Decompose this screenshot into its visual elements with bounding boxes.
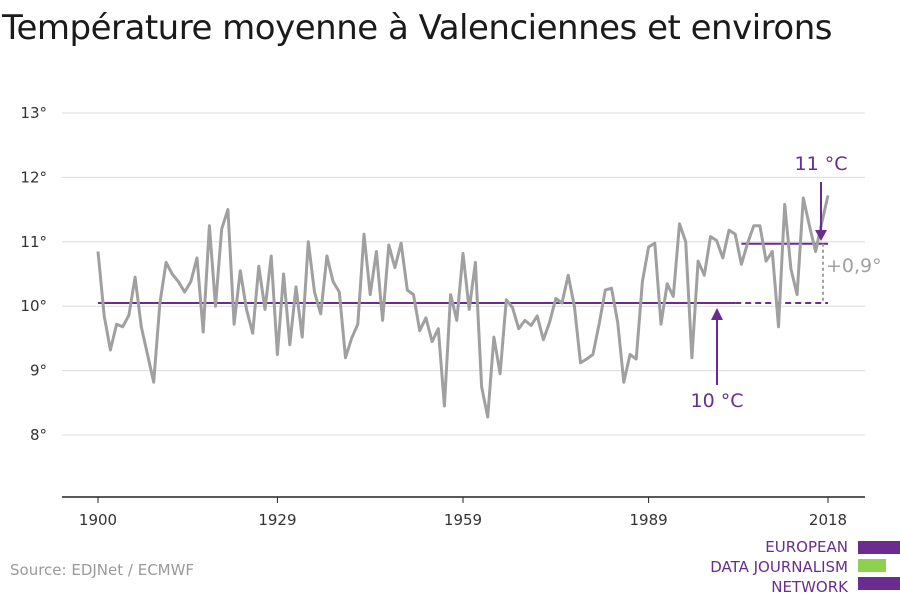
edjnet-logo: EUROPEAN DATA JOURNALISM NETWORK xyxy=(700,537,900,597)
x-tick-label: 1989 xyxy=(629,511,667,529)
x-tick-label: 1929 xyxy=(258,511,296,529)
y-tick-label: 13° xyxy=(20,104,47,122)
y-tick-label: 12° xyxy=(20,168,47,186)
logo-line-3: NETWORK xyxy=(771,578,848,596)
series-line xyxy=(96,195,830,419)
annotation-baseline-arrowhead xyxy=(711,308,723,320)
source-note: Source: EDJNet / ECMWF xyxy=(10,561,195,579)
annotation-recent: 11 °C xyxy=(795,153,848,175)
logo-line-1: EUROPEAN xyxy=(765,538,848,556)
logo-bar-green xyxy=(858,559,886,572)
grid xyxy=(62,112,865,436)
logo-line-2: DATA JOURNALISM xyxy=(710,558,848,576)
y-axis: 8° 9° 10° 11° 12° 13° xyxy=(20,104,47,444)
y-tick-label: 11° xyxy=(20,233,47,251)
x-tick-label: 1959 xyxy=(444,511,482,529)
annotation-recent-arrowhead xyxy=(815,230,827,241)
annotations: 11 °C 10 °C +0,9° xyxy=(691,153,882,412)
y-tick-label: 9° xyxy=(30,362,47,380)
y-tick-label: 8° xyxy=(30,426,47,444)
logo-text: EUROPEAN DATA JOURNALISM NETWORK xyxy=(710,537,848,597)
logo-bar-purple xyxy=(858,541,900,554)
page-title: Température moyenne à Valenciennes et en… xyxy=(2,8,832,48)
annotation-difference: +0,9° xyxy=(826,255,882,277)
x-tick-label: 2018 xyxy=(809,511,847,529)
x-axis: 1900 1929 1959 1989 2018 xyxy=(62,496,865,529)
x-tick-label: 1900 xyxy=(79,511,117,529)
annotation-baseline: 10 °C xyxy=(691,390,744,412)
series xyxy=(96,195,830,419)
logo-bar-purple-2 xyxy=(858,577,900,590)
y-tick-label: 10° xyxy=(20,297,47,315)
